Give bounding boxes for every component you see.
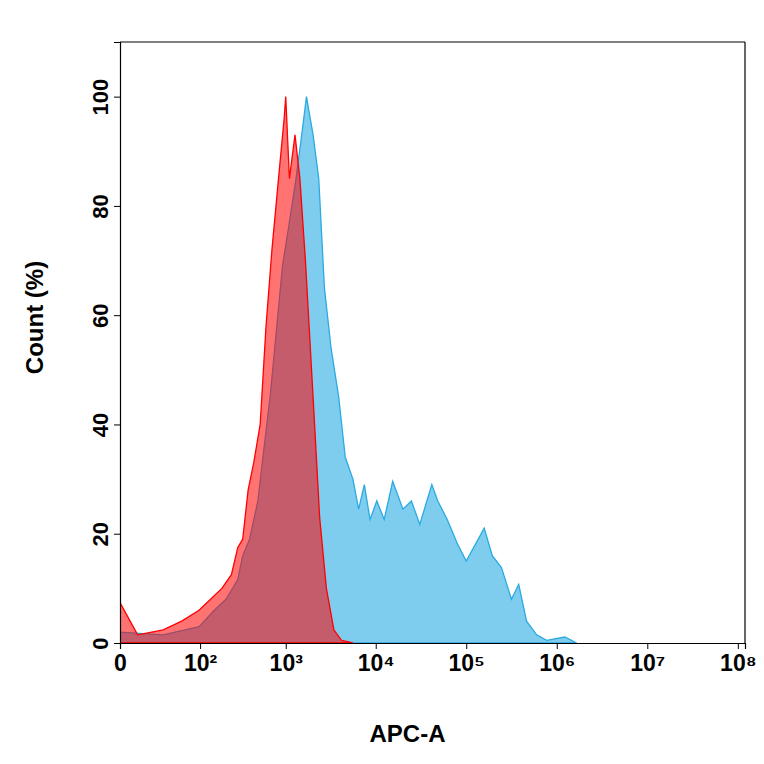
- x-tick-mark: [647, 643, 648, 649]
- frame: [744, 42, 745, 643]
- y-tick-label: 40: [88, 413, 113, 437]
- x-tick-mark: [738, 643, 739, 649]
- x-tick-label: 10⁴: [358, 650, 395, 676]
- x-tick-mark: [200, 643, 201, 649]
- x-tick: 10²: [184, 643, 218, 676]
- x-tick-mark: [376, 643, 377, 649]
- y-tick-label: 0: [88, 637, 113, 649]
- y-axis: 0 20 40 60 80 100: [88, 43, 121, 650]
- x-tick-label: 10⁵: [449, 650, 485, 676]
- y-tick-mark: [114, 97, 120, 98]
- y-tick-mark: [114, 643, 120, 644]
- x-tick-label: 0: [114, 650, 127, 676]
- x-tick-label: 10³: [270, 650, 304, 676]
- plot-area: 0 10² 10³ 10⁴ 10⁵ 10⁶ 10⁷ 10⁸ 0 20 40 60 80 100: [88, 42, 757, 676]
- y-tick-label: 20: [88, 522, 113, 546]
- y-tick-mark: [114, 424, 120, 425]
- x-tick: 10⁷: [630, 643, 665, 676]
- frame: [120, 41, 745, 42]
- x-tick-mark: [286, 643, 287, 649]
- x-tick-label: 10⁸: [720, 650, 756, 676]
- x-axis-title: APC-A: [370, 720, 446, 747]
- y-tick-mark: [114, 315, 120, 316]
- y-tick: 80: [88, 194, 120, 218]
- y-tick: 0: [88, 637, 120, 649]
- y-tick: 100: [88, 79, 120, 116]
- x-axis: 0 10² 10³ 10⁴ 10⁵ 10⁶ 10⁷ 10⁸: [114, 643, 756, 676]
- x-tick: 10⁵: [449, 643, 485, 676]
- chart: 0 10² 10³ 10⁴ 10⁵ 10⁶ 10⁷ 10⁸ 0 20 40 60 80 100 APC-A C…: [0, 0, 764, 764]
- y-tick: 40: [88, 413, 120, 437]
- series-group: [120, 97, 577, 643]
- x-axis-line: [121, 644, 746, 650]
- x-tick: 10⁴: [358, 643, 395, 676]
- y-tick: 20: [88, 522, 120, 546]
- x-tick-label: 10⁷: [630, 650, 665, 676]
- y-tick-label: 100: [88, 79, 113, 116]
- x-tick: 0: [114, 643, 127, 676]
- x-tick-label: 10⁶: [539, 650, 575, 676]
- x-tick-mark: [557, 643, 558, 649]
- y-tick: 60: [88, 303, 120, 327]
- y-tick-label: 60: [88, 303, 113, 327]
- x-tick-label: 10²: [184, 650, 218, 676]
- x-tick: 10⁶: [539, 643, 575, 676]
- y-tick-mark: [114, 534, 120, 535]
- histogram-area: [120, 97, 353, 643]
- y-axis-line: [114, 43, 121, 644]
- x-tick: 10³: [270, 643, 304, 676]
- x-tick: 10⁸: [720, 643, 756, 676]
- y-tick-label: 80: [88, 194, 113, 218]
- histogram-area: [120, 97, 577, 643]
- y-tick-mark: [114, 206, 120, 207]
- x-tick-mark: [466, 643, 467, 649]
- y-axis-title: Count (%): [21, 261, 48, 374]
